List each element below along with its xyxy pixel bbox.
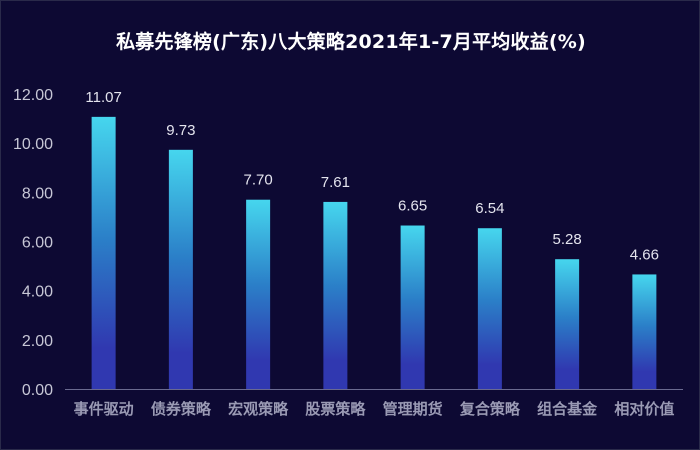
bar [168,149,193,389]
bars-group: 11.07 9.73 7.70 7.61 6.65 6.54 5.28 4.66 [85,89,659,390]
y-tick-label: 8.00 [22,185,53,202]
bar-value-label: 7.61 [321,174,350,191]
bar [400,225,425,389]
x-tick-label: 组合基金 [537,400,598,418]
bar-value-label: 11.07 [85,89,121,106]
bar-value-label: 6.65 [398,198,427,215]
x-tick-label: 事件驱动 [74,400,134,418]
y-tick-label: 6.00 [22,235,53,252]
bar [632,274,657,389]
y-tick-label: 0.00 [22,382,53,399]
bar-value-label: 4.66 [630,246,659,263]
bar-value-label: 9.73 [166,122,195,139]
bar [323,201,348,389]
y-tick-label: 2.00 [22,333,53,350]
chart-title: 私募先锋榜(广东)八大策略2021年1-7月平均收益(%) [116,31,586,53]
x-tick-label: 股票策略 [305,400,366,418]
bar [91,116,116,390]
bar-value-label: 7.70 [244,172,273,189]
bar-value-label: 5.28 [553,231,582,248]
x-tick-label: 相对价值 [614,400,674,418]
x-axis-labels: 事件驱动 债券策略 宏观策略 股票策略 管理期货 复合策略 组合基金 相对价值 [74,400,675,418]
bar [555,259,580,389]
x-tick-label: 复合策略 [459,400,521,418]
bar [477,228,502,389]
x-tick-label: 宏观策略 [228,400,289,418]
x-tick-label: 债券策略 [151,400,212,418]
bar [246,199,271,389]
y-axis: 0.00 2.00 4.00 6.00 8.00 10.00 12.00 [13,87,53,399]
y-tick-label: 10.00 [13,136,53,153]
x-tick-label: 管理期货 [383,400,443,418]
y-tick-label: 4.00 [22,284,53,301]
bar-value-label: 6.54 [475,200,504,217]
y-tick-label: 12.00 [13,87,53,104]
